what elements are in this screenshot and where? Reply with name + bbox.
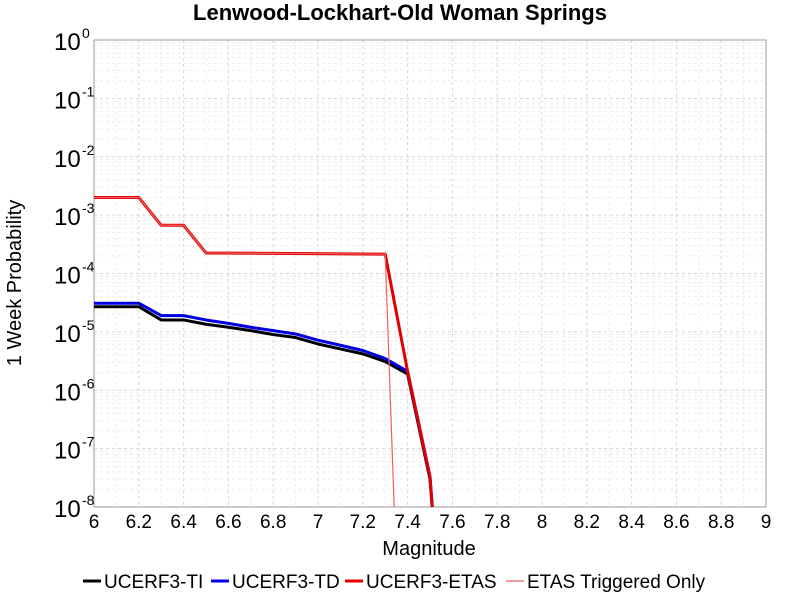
legend-label-3: UCERF3-ETAS (366, 572, 497, 593)
y-tick-exponent: -8 (82, 492, 95, 508)
y-tick-exponent: -1 (82, 83, 95, 99)
y-tick-exponent: -4 (82, 259, 95, 275)
y-axis-label: 1 Week Probability (4, 200, 26, 366)
x-tick-label: 9 (761, 512, 772, 533)
legend-label-4: ETAS Triggered Only (527, 572, 706, 593)
y-tick-label: 10 (54, 379, 81, 406)
legend: UCERF3-TI UCERF3-TD UCERF3-ETAS ETAS Trigge… (83, 572, 706, 593)
x-tick-label: 7.8 (484, 512, 510, 533)
x-tick-label: 7.4 (394, 512, 421, 533)
series-layer (94, 196, 434, 508)
series-line-1 (94, 305, 434, 508)
y-tick-exponent: 0 (82, 25, 90, 41)
x-axis-ticks: 6 6.2 6.4 6.6 6.8 7 7.2 7.4 7.6 7.8 8 8.2 8.4 8.6 8.8 9 (89, 512, 772, 533)
x-axis-label: Magnitude (382, 538, 475, 560)
y-tick-exponent: -2 (82, 142, 95, 158)
x-tick-label: 7.6 (439, 512, 465, 533)
series-line-2 (94, 301, 434, 508)
x-tick-label: 6.8 (260, 512, 286, 533)
chart-title: Lenwood-Lockhart-Old Woman Springs (193, 0, 607, 25)
x-tick-label: 7 (313, 512, 324, 533)
legend-label-1: UCERF3-TI (104, 572, 203, 593)
y-tick-exponent: -7 (82, 434, 95, 450)
x-tick-label: 8.4 (618, 512, 645, 533)
y-tick-label: 10 (54, 496, 81, 523)
x-tick-label: 6.4 (170, 512, 197, 533)
series-line-4 (94, 196, 395, 508)
x-tick-label: 8.8 (708, 512, 734, 533)
y-tick-label: 10 (54, 438, 81, 465)
x-tick-label: 8.6 (663, 512, 689, 533)
x-tick-label: 8.2 (574, 512, 600, 533)
y-tick-exponent: -5 (82, 317, 95, 333)
x-tick-label: 6.2 (126, 512, 152, 533)
y-tick-label: 10 (54, 87, 81, 114)
legend-label-2: UCERF3-TD (232, 572, 340, 593)
y-tick-label: 10 (54, 321, 81, 348)
y-tick-label: 10 (54, 29, 81, 56)
x-tick-label: 8 (537, 512, 548, 533)
y-tick-label: 10 (54, 146, 81, 173)
y-tick-label: 10 (54, 204, 81, 231)
x-tick-label: 6.6 (215, 512, 241, 533)
y-tick-label: 10 (54, 263, 81, 290)
grid (93, 40, 767, 508)
x-tick-label: 6 (89, 512, 100, 533)
x-tick-label: 7.2 (350, 512, 376, 533)
plot-frame (93, 39, 767, 508)
y-tick-exponent: -3 (82, 200, 95, 216)
y-tick-exponent: -6 (82, 375, 95, 391)
